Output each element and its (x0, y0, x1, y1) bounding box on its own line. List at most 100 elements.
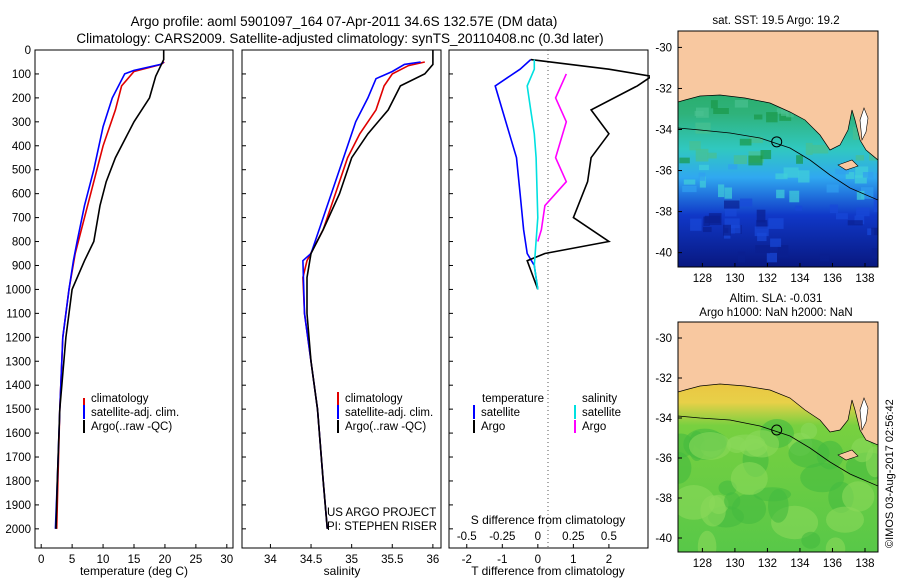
temperature-xlabel: temperature (deg C) (80, 564, 188, 578)
map-lon-label: 134 (790, 273, 810, 285)
s-diff-tick-label: 0 (535, 531, 541, 543)
salinity-legend-climatology: climatology (345, 393, 403, 405)
salinity-tick-label: 34.5 (300, 554, 322, 566)
s-diff-tick-label: 0.25 (562, 531, 584, 543)
temperature-legend-argo: Argo(..raw -QC) (91, 421, 172, 433)
temperature-panel: 0100200300400500600700800900100011001200… (5, 45, 234, 578)
difference-legend-title-temperature: temperature (482, 393, 544, 405)
salinity-legend-satellite: satellite-adj. clim. (345, 407, 433, 419)
sla-shelf-contour (678, 415, 878, 487)
depth-tick-label: 400 (12, 141, 31, 153)
map-lat-label: -34 (655, 413, 672, 425)
sst-shelf-contour (678, 127, 878, 201)
sst-kangaroo-island (837, 159, 859, 171)
map-lat-label: -32 (655, 83, 672, 95)
s-diff-tick-label: -0.25 (489, 531, 515, 543)
map-lat-label: -36 (655, 166, 672, 178)
depth-tick-label: 1400 (5, 380, 31, 392)
sst-map (678, 31, 878, 267)
depth-tick-label: 1500 (5, 404, 31, 416)
difference-series-temperature-satellite (494, 59, 539, 290)
sst-float-marker (771, 136, 783, 148)
salinity-tick-label: 35.5 (381, 554, 403, 566)
depth-tick-label: 1200 (5, 332, 31, 344)
difference-series-salinity-satellite (526, 59, 539, 290)
map-lat-label: -34 (655, 125, 672, 137)
salinity-tick-label: 35 (345, 554, 358, 566)
map-lat-label: -38 (655, 493, 672, 505)
sla-float-marker (771, 424, 783, 436)
map-lon-label: 136 (823, 273, 842, 285)
t-diff-tick-label: 0 (535, 554, 541, 566)
salinity-series-argo (306, 50, 434, 529)
map-lon-label: 134 (790, 558, 810, 570)
temperature-tick-label: 5 (69, 554, 75, 566)
map-lon-label: 136 (823, 558, 842, 570)
sla-map-frame (677, 321, 879, 553)
depth-tick-label: 1100 (6, 308, 31, 320)
temperature-frame (34, 49, 234, 549)
temperature-legend-satellite: satellite-adj. clim. (91, 407, 179, 419)
header-line2: Climatology: CARS2009. Satellite-adjuste… (76, 31, 603, 46)
t-diff-tick-label: -1 (497, 554, 507, 566)
map-lon-label: 138 (855, 558, 874, 570)
sla-land (678, 322, 878, 446)
temperature-series-satellite-adj-clim- (54, 61, 165, 529)
s-diff-tick-label: 0.5 (601, 531, 617, 543)
difference-xlabel: T difference from climatology (471, 564, 625, 578)
map-lon-label: 132 (758, 558, 777, 570)
map-lon-label: 130 (725, 273, 744, 285)
depth-tick-label: 1700 (5, 452, 31, 464)
map-lat-label: -32 (655, 373, 672, 385)
salinity-tick-label: 36 (426, 554, 439, 566)
t-diff-tick-label: 1 (570, 554, 576, 566)
sla-map-title1: Altim. SLA: -0.031 (730, 293, 823, 305)
sla-gulf (859, 397, 869, 432)
depth-tick-label: 100 (12, 69, 31, 81)
salinity-tick-label: 34 (264, 554, 277, 566)
depth-tick-label: 500 (12, 165, 31, 177)
legend-temp-argo: Argo (481, 421, 505, 433)
depth-tick-label: 200 (12, 93, 31, 105)
temperature-tick-label: 20 (159, 554, 172, 566)
t-diff-tick-label: -2 (462, 554, 472, 566)
difference-series-salinity-argo (537, 73, 568, 242)
depth-tick-label: 1000 (5, 284, 31, 296)
map-lat-label: -38 (655, 207, 672, 219)
temperature-tick-label: 10 (97, 554, 110, 566)
difference-legend-title-salinity: salinity (582, 393, 617, 405)
depth-tick-label: 1800 (5, 476, 31, 488)
salinity-legend: climatology satellite-adj. clim. Argo(..… (337, 392, 433, 433)
depth-tick-label: 0 (25, 45, 31, 57)
watermark: ©IMOS 03-Aug-2017 02:56:42 (884, 399, 896, 548)
sla-map-title2: Argo h1000: NaN h2000: NaN (699, 307, 852, 319)
depth-tick-label: 900 (12, 260, 31, 272)
depth-tick-label: 800 (12, 237, 31, 249)
map-lat-label: -30 (655, 42, 672, 54)
salinity-panel: 34 34.5 35 35.5 36 salinity climatology sate… (241, 49, 442, 578)
salinity-frame (241, 49, 442, 549)
depth-tick-label: 300 (12, 117, 31, 129)
map-lon-label: 128 (693, 558, 712, 570)
depth-tick-label: 2000 (5, 524, 31, 536)
sst-map-frame (677, 30, 879, 268)
depth-tick-label: 1900 (5, 500, 31, 512)
legend-sal-satellite: satellite (582, 407, 621, 419)
depth-tick-label: 700 (12, 213, 31, 225)
depth-tick-label: 600 (12, 189, 31, 201)
header-line1: Argo profile: aoml 5901097_164 07-Apr-20… (131, 14, 558, 29)
map-lat-label: -40 (655, 533, 672, 545)
temperature-legend-climatology: climatology (91, 393, 149, 405)
temperature-tick-label: 30 (220, 554, 233, 566)
legend-temp-satellite: satellite (481, 407, 520, 419)
map-lat-label: -40 (655, 248, 672, 260)
temperature-tick-label: 0 (38, 554, 44, 566)
map-lon-label: 138 (855, 273, 874, 285)
sla-kangaroo-island (837, 449, 859, 461)
s-diff-tick-label: -0.5 (457, 531, 477, 543)
map-lon-label: 128 (693, 273, 712, 285)
map-lon-label: 132 (758, 273, 777, 285)
depth-tick-label: 1300 (5, 356, 31, 368)
map-lon-label: 130 (725, 558, 744, 570)
temperature-tick-label: 15 (128, 554, 141, 566)
